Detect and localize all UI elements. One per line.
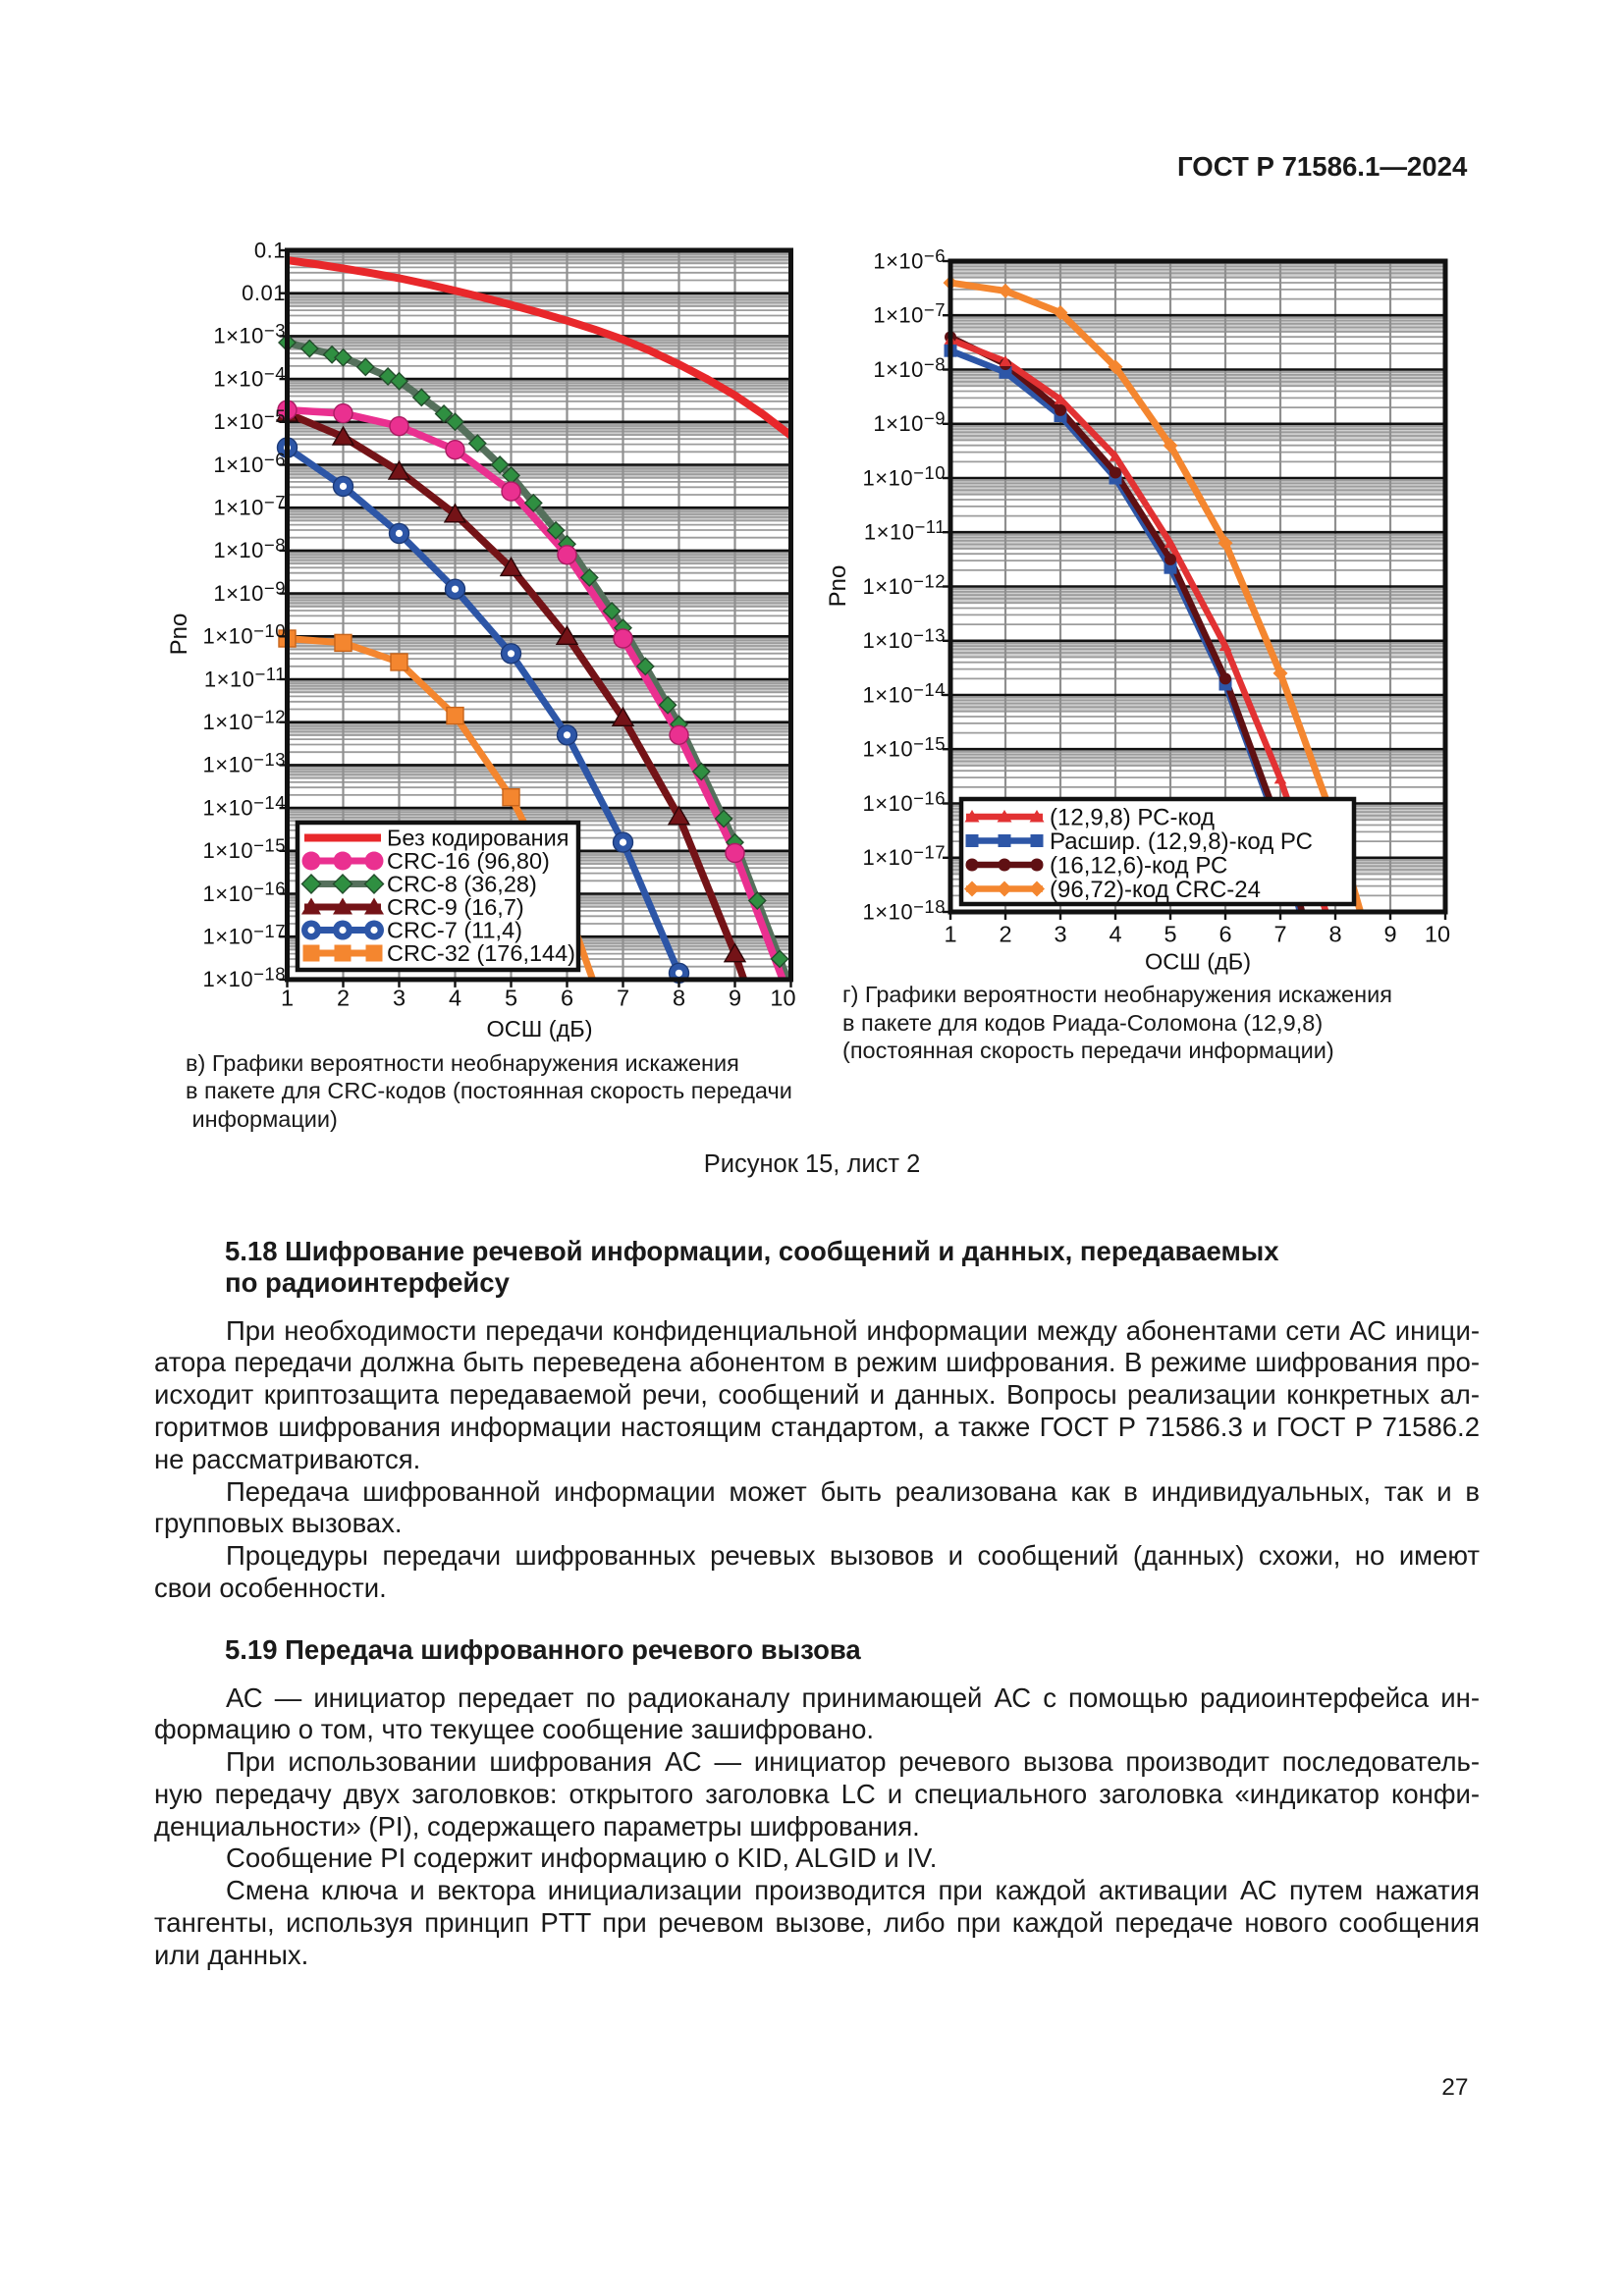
svg-text:10: 10 [1425,922,1450,947]
svg-text:8: 8 [673,985,685,1010]
svg-text:1×10−11: 1×10−11 [864,516,946,545]
svg-text:1×10−12: 1×10−12 [203,707,286,735]
svg-text:CRC-16 (96,80): CRC-16 (96,80) [387,848,550,874]
svg-text:1×10−13: 1×10−13 [203,749,286,777]
svg-text:Расшир. (12,9,8)-код РС: Расшир. (12,9,8)-код РС [1050,828,1313,855]
svg-text:1×10−16: 1×10−16 [863,787,946,816]
svg-text:ОСШ (дБ): ОСШ (дБ) [486,1016,592,1041]
svg-text:4: 4 [449,985,461,1010]
svg-text:1×10−13: 1×10−13 [863,625,946,654]
svg-text:(16,12,6)-код РС: (16,12,6)-код РС [1050,853,1227,880]
svg-text:Pno: Pno [825,565,851,608]
svg-text:CRC-7 (11,4): CRC-7 (11,4) [387,918,522,943]
svg-text:1×10−7: 1×10−7 [213,492,286,520]
svg-text:9: 9 [729,985,741,1010]
svg-text:10: 10 [770,985,795,1010]
svg-text:1×10−17: 1×10−17 [203,921,286,949]
svg-text:0.01: 0.01 [242,281,286,305]
svg-text:3: 3 [1054,922,1066,947]
svg-text:(12,9,8) РС-код: (12,9,8) РС-код [1050,805,1215,831]
svg-text:1×10−6: 1×10−6 [873,245,946,274]
svg-text:1×10−7: 1×10−7 [873,299,946,328]
svg-text:1: 1 [944,922,956,947]
svg-text:1×10−18: 1×10−18 [863,896,946,925]
svg-text:1×10−12: 1×10−12 [863,570,946,599]
svg-text:1×10−15: 1×10−15 [863,733,946,762]
svg-text:1×10−14: 1×10−14 [863,679,946,708]
svg-text:5: 5 [505,985,517,1010]
svg-text:1×10−16: 1×10−16 [203,878,286,906]
svg-text:1×10−18: 1×10−18 [203,964,286,992]
svg-text:0.1: 0.1 [254,238,286,262]
svg-text:1×10−9: 1×10−9 [213,577,286,606]
svg-text:7: 7 [1273,922,1286,947]
svg-text:1×10−5: 1×10−5 [213,406,286,435]
svg-text:CRC-8 (36,28): CRC-8 (36,28) [387,872,537,897]
svg-text:2: 2 [337,985,350,1010]
svg-text:8: 8 [1328,922,1341,947]
svg-text:1×10−10: 1×10−10 [863,462,946,491]
svg-text:1×10−8: 1×10−8 [873,353,946,382]
svg-text:Без кодирования: Без кодирования [387,826,568,851]
svg-text:1×10−9: 1×10−9 [873,408,946,437]
svg-text:1×10−3: 1×10−3 [213,320,286,348]
svg-text:1×10−6: 1×10−6 [213,449,286,477]
svg-text:Pno: Pno [166,614,192,656]
svg-text:1×10−17: 1×10−17 [863,842,946,871]
svg-text:4: 4 [1109,922,1121,947]
svg-text:1×10−14: 1×10−14 [203,792,286,821]
svg-text:2: 2 [999,922,1011,947]
svg-text:3: 3 [393,985,406,1010]
svg-text:6: 6 [1218,922,1231,947]
svg-text:6: 6 [561,985,573,1010]
svg-text:1×10−4: 1×10−4 [213,363,286,392]
svg-text:1×10−8: 1×10−8 [213,535,286,563]
svg-text:7: 7 [617,985,629,1010]
svg-text:CRC-9 (16,7): CRC-9 (16,7) [387,894,524,920]
svg-text:ОСШ (дБ): ОСШ (дБ) [1145,949,1251,975]
svg-text:1: 1 [281,985,294,1010]
svg-text:9: 9 [1383,922,1396,947]
svg-text:(96,72)-код CRC-24: (96,72)-код CRC-24 [1050,877,1261,903]
svg-text:CRC-32 (176,144): CRC-32 (176,144) [387,940,575,966]
svg-text:5: 5 [1164,922,1176,947]
svg-text:1×10−10: 1×10−10 [203,620,286,649]
svg-text:1×10−11: 1×10−11 [204,664,286,692]
svg-text:1×10−15: 1×10−15 [203,835,286,864]
